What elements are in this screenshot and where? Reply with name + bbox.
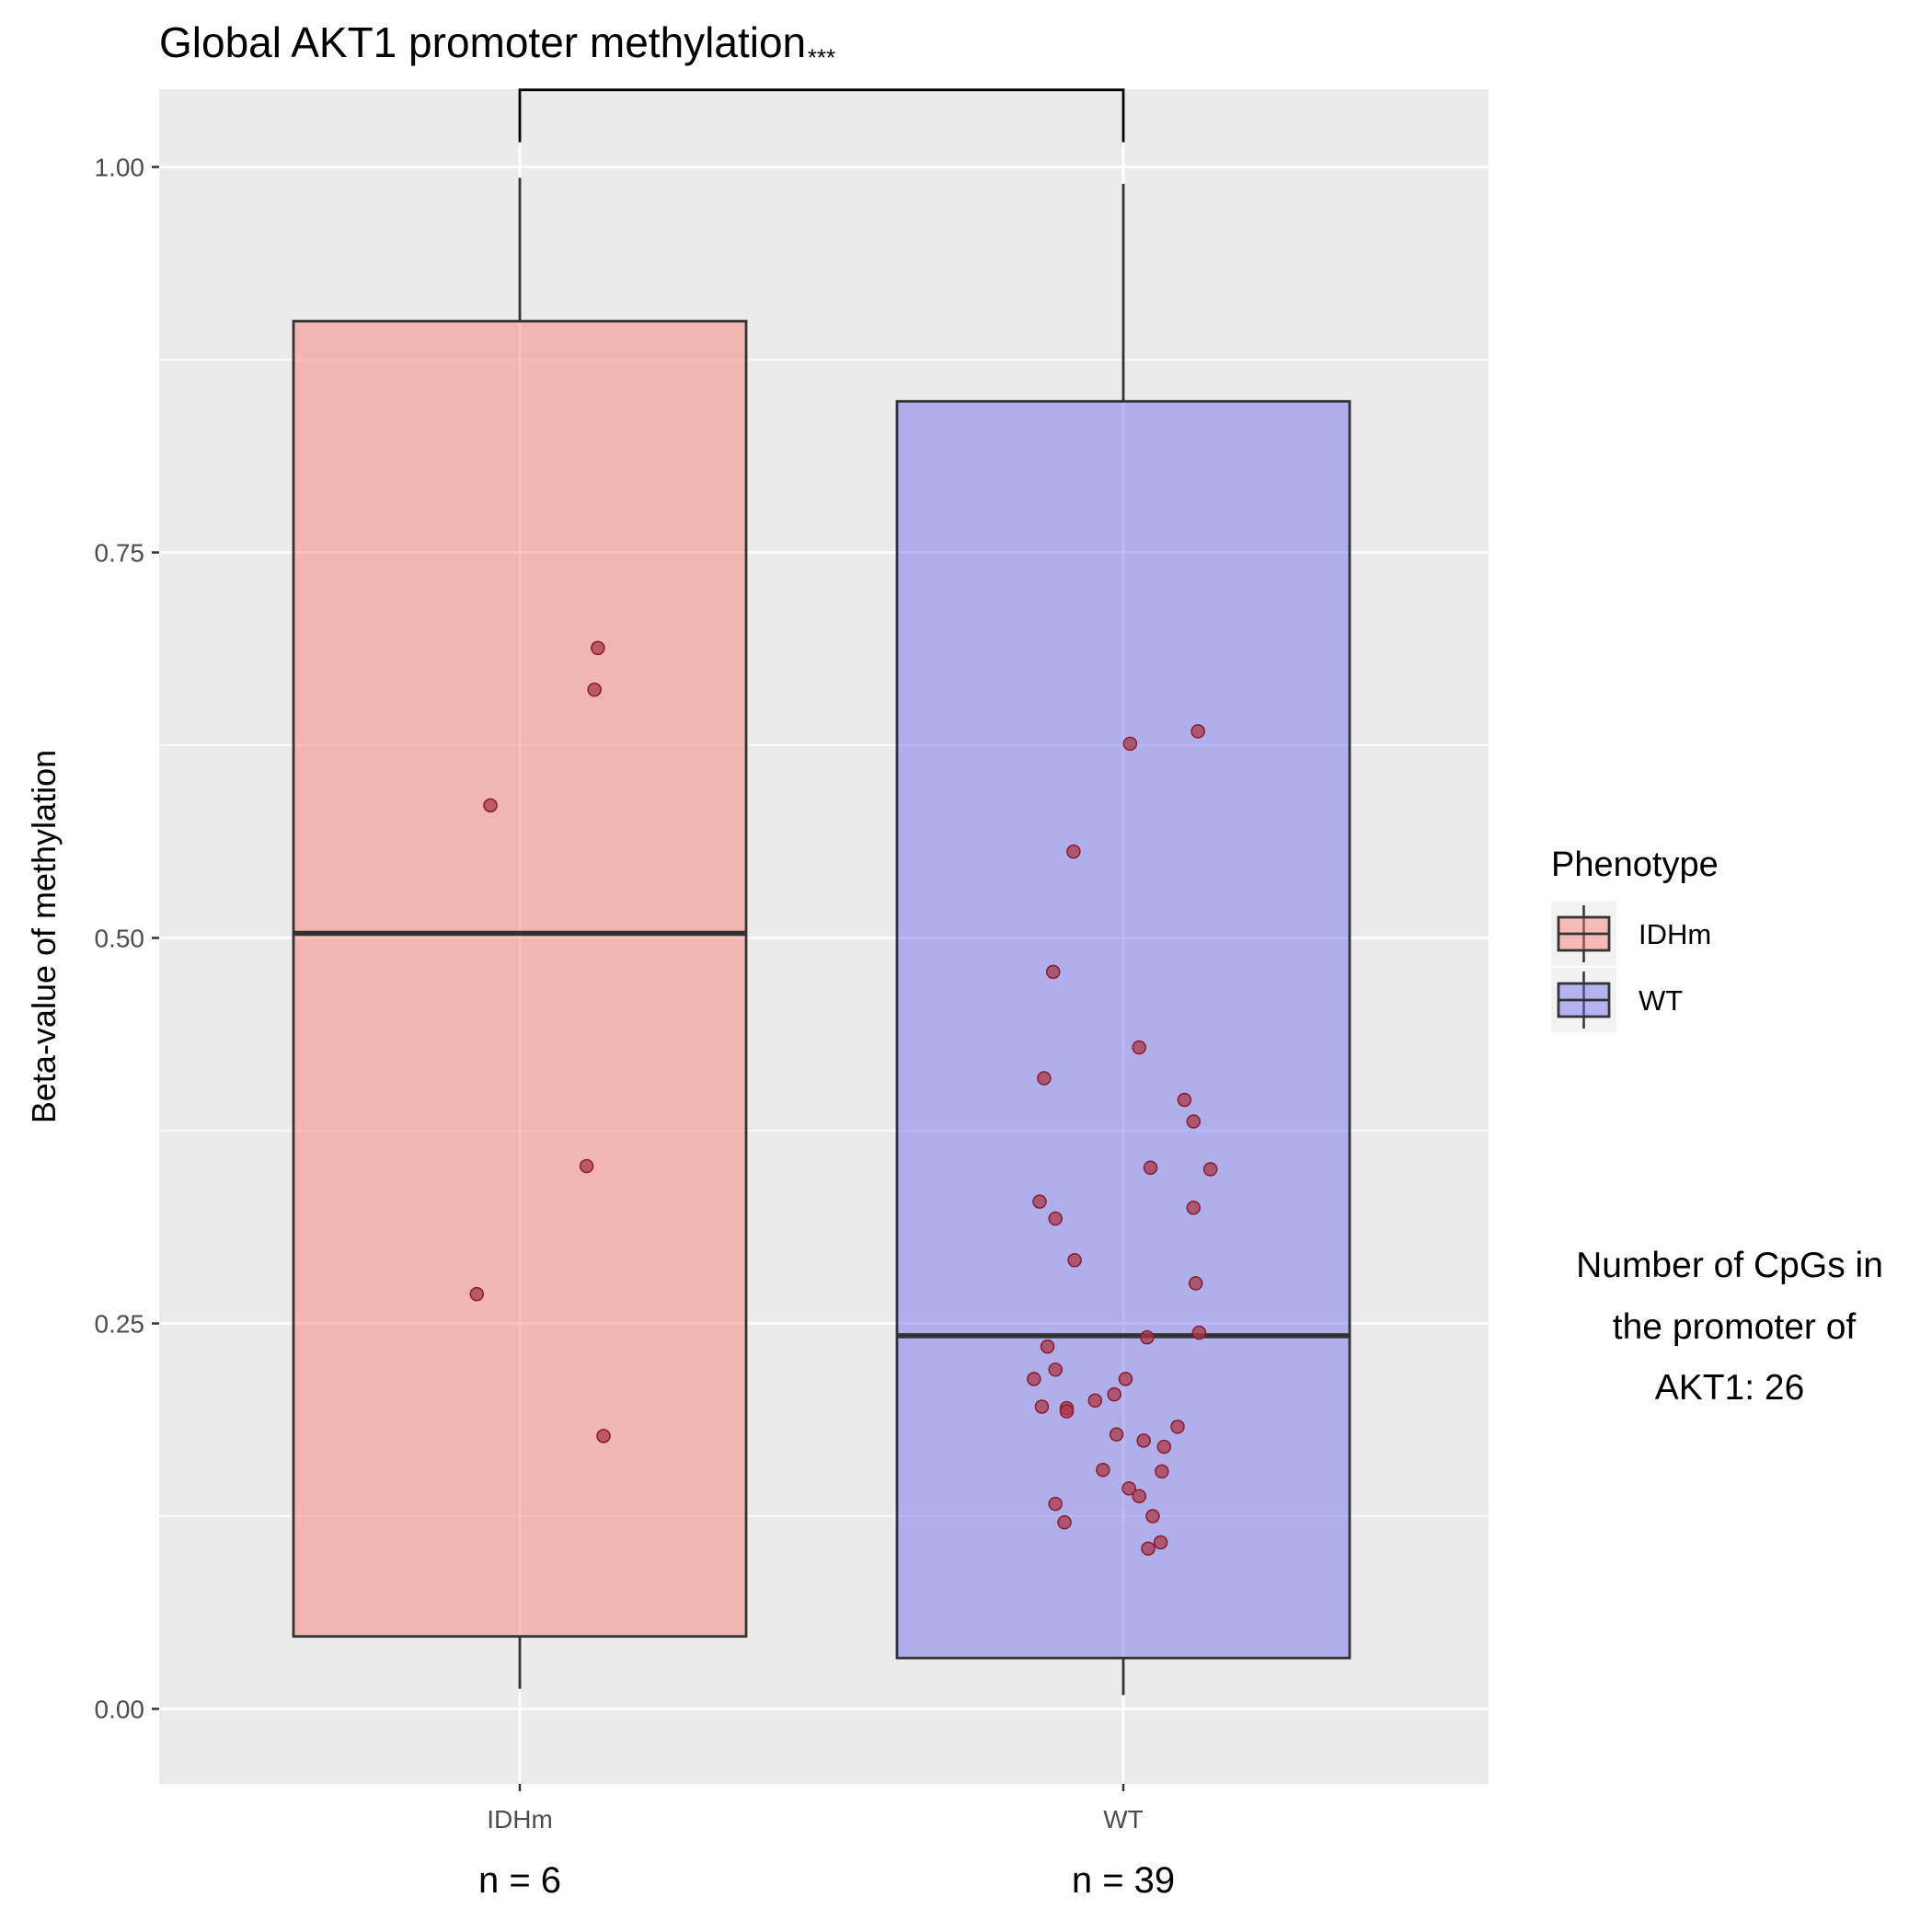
- data-point: [1140, 1329, 1155, 1345]
- bracket-line: [518, 88, 1125, 143]
- y-tick-label: 0.00: [95, 1696, 145, 1724]
- data-point: [1034, 1399, 1050, 1414]
- data-point: [1096, 1462, 1110, 1478]
- chart-title: Global AKT1 promoter methylation: [159, 18, 806, 66]
- data-point: [1202, 1162, 1218, 1177]
- data-point: [1109, 1427, 1124, 1442]
- y-axis-title: Beta-value of methylation: [25, 750, 63, 1123]
- x-tick-label: WT: [1103, 1805, 1144, 1834]
- y-tick-label: 0.75: [95, 539, 145, 568]
- data-point: [1132, 1040, 1146, 1055]
- data-point: [1155, 1464, 1169, 1479]
- data-point: [1132, 1489, 1146, 1503]
- annotation-line-2: the promoter of: [1613, 1307, 1857, 1347]
- data-point: [1048, 1363, 1063, 1377]
- data-point: [579, 1158, 594, 1174]
- data-point: [1087, 1393, 1102, 1409]
- data-point: [1186, 1114, 1202, 1129]
- x-tick-label: IDHm: [487, 1805, 553, 1834]
- legend-label: IDHm: [1639, 918, 1711, 950]
- data-point: [1032, 1194, 1047, 1209]
- data-point: [1177, 1092, 1192, 1108]
- cpg-annotation: Number of CpGs in the promoter of AKT1: …: [1576, 1246, 1883, 1408]
- data-point: [1145, 1509, 1160, 1524]
- legend-title: Phenotype: [1551, 845, 1719, 884]
- data-point: [591, 640, 605, 656]
- data-point: [1188, 1276, 1203, 1291]
- data-point: [1040, 1339, 1055, 1354]
- data-point: [1048, 1496, 1063, 1512]
- data-point: [1027, 1372, 1041, 1386]
- box-idhm: [292, 319, 748, 1639]
- data-point: [1045, 964, 1061, 980]
- annotation-line-3: AKT1: 26: [1655, 1368, 1805, 1408]
- y-tick-label: 0.25: [95, 1310, 145, 1339]
- data-point: [1170, 1420, 1185, 1434]
- data-point: [1067, 1253, 1082, 1268]
- data-point: [1190, 724, 1205, 739]
- data-point: [1118, 1372, 1133, 1386]
- box-wt: [895, 399, 1351, 1660]
- panel-background: [159, 89, 1489, 1784]
- significance-bracket: ***: [518, 44, 1125, 143]
- legend-label: WT: [1639, 984, 1683, 1017]
- data-point: [1141, 1541, 1156, 1556]
- minor-gridlines: [159, 359, 1489, 1517]
- annotation-line-1: Number of CpGs in: [1576, 1246, 1883, 1285]
- data-point: [1136, 1433, 1151, 1448]
- data-point: [1059, 1404, 1075, 1419]
- data-point: [1057, 1514, 1072, 1530]
- data-point: [1186, 1201, 1202, 1215]
- y-tick-label: 1.00: [95, 154, 145, 182]
- n-label: n = 6: [478, 1860, 561, 1901]
- legend-entry-idhm: IDHm: [1551, 902, 1711, 966]
- x-axis: IDHm n = 6 WT n = 39: [478, 1784, 1175, 1901]
- legend-entry-wt: WT: [1551, 968, 1683, 1032]
- jitter-points: [469, 640, 1218, 1556]
- data-point: [1107, 1386, 1121, 1402]
- data-point: [596, 1429, 611, 1443]
- data-point: [587, 682, 602, 697]
- data-point: [1143, 1160, 1158, 1175]
- data-point: [1122, 736, 1138, 752]
- box-layer: [292, 178, 1351, 1696]
- data-point: [483, 798, 498, 813]
- data-point: [1066, 844, 1081, 859]
- data-point: [469, 1286, 485, 1302]
- significance-label: ***: [808, 44, 835, 72]
- data-point: [1121, 1481, 1136, 1496]
- data-point: [1191, 1325, 1207, 1340]
- data-point: [1156, 1439, 1172, 1455]
- data-point: [1037, 1071, 1052, 1086]
- y-axis: 0.00 0.25 0.50 0.75 1.00: [95, 154, 159, 1724]
- n-label: n = 39: [1072, 1860, 1175, 1901]
- data-point: [1153, 1535, 1168, 1550]
- data-point: [1048, 1211, 1063, 1226]
- y-tick-label: 0.50: [95, 925, 145, 953]
- legend: IDHm WT: [1551, 902, 1711, 1032]
